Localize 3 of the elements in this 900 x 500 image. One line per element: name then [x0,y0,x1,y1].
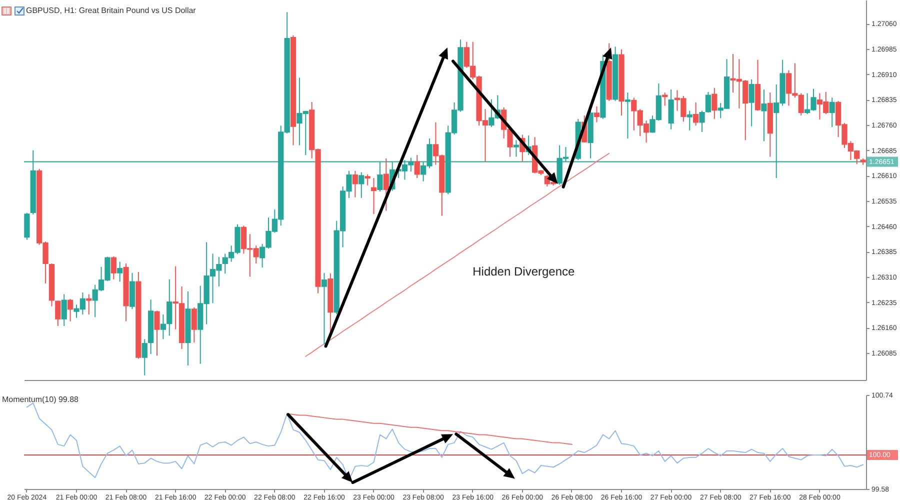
text: GBPUSD, H1: Great Britain Pound vs US Dollar [26,6,196,15]
chart-title: Momentum(10) 99.88 [2,395,80,404]
annotation: Hidden Divergence [472,264,576,278]
